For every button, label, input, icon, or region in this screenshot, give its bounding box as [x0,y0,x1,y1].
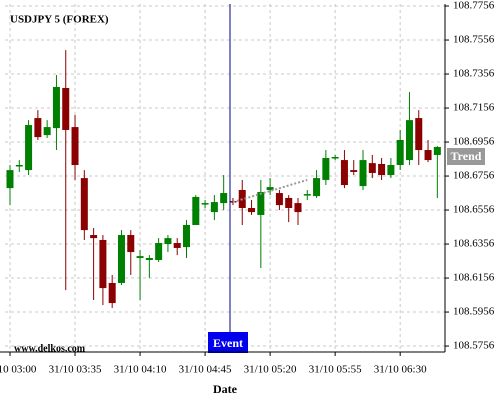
candle-body [257,192,265,215]
candle-body [433,146,441,155]
y-tick-label: 108.6156 [453,272,495,284]
chart-title: USDJPY 5 (FOREX) [10,14,109,26]
candle-body [164,238,172,245]
candle-body [294,203,302,213]
candle-body [71,127,79,165]
y-tick-label: 108.6756 [453,170,495,182]
x-axis-title: Date [213,382,238,396]
x-tick-label: 31/10 03:35 [49,364,102,376]
candle-body [331,157,339,159]
candle-body [34,118,42,138]
candle-body [322,158,330,180]
candle-body [350,170,358,172]
event-label: Event [213,336,243,350]
candle-body [52,86,60,129]
candle-body [25,125,33,171]
candle-body [90,235,98,239]
y-tick-label: 108.6556 [453,204,495,216]
trend-label: Trend [451,149,482,163]
candle-body [396,140,404,165]
candle-body [43,127,51,136]
candle-body [183,225,191,248]
candle-body [266,187,274,190]
candle-body [145,257,153,261]
candle-body [210,202,218,213]
x-tick-label: 31/10 04:10 [114,364,167,376]
y-tick-label: 108.7556 [453,34,495,46]
candle-body [173,243,181,248]
trend-line [232,178,308,204]
x-tick-label: 31/10 03:00 [0,364,37,376]
candle-body [15,164,23,167]
x-tick-label: 31/10 05:55 [309,364,362,376]
candle-body [313,178,321,197]
candle-body [62,87,70,130]
x-tick-label: 31/10 05:20 [244,364,297,376]
candle-body [99,239,107,289]
x-tick-label: 31/10 06:30 [374,364,427,376]
candle-body [387,164,395,176]
y-tick-label: 108.5956 [453,306,495,318]
candle-body [368,163,376,173]
candle-body [405,120,413,161]
candle-body [6,170,14,189]
marks [6,50,441,308]
candle-body [220,193,228,204]
y-tick-label: 108.5756 [453,340,495,352]
candle-body [192,196,200,226]
watermark: www.delkos.com [14,343,86,354]
x-tick-label: 31/10 04:45 [179,364,232,376]
event-box [208,332,248,353]
candle-body [275,193,283,206]
trend-box [447,148,485,165]
candle-body [80,178,88,231]
y-tick-label: 108.7356 [453,68,495,80]
y-tick-label: 108.6356 [453,238,495,250]
candle-body [340,160,348,186]
y-tick-label: 108.7156 [453,102,495,114]
candle-body [155,243,163,261]
candle-body [378,163,386,176]
candle-body [415,118,423,151]
candle-body [359,160,367,187]
candle-body [136,256,144,258]
candle-body [117,235,125,283]
candle-body [108,282,116,304]
candle-body [127,235,135,253]
candle-body [248,208,256,213]
candle-body [285,197,293,209]
y-tick-label: 108.6956 [453,136,495,148]
candle-body [424,150,432,161]
candle-body [201,203,209,205]
candle-body [303,194,311,196]
y-tick-label: 108.7756 [453,0,495,12]
